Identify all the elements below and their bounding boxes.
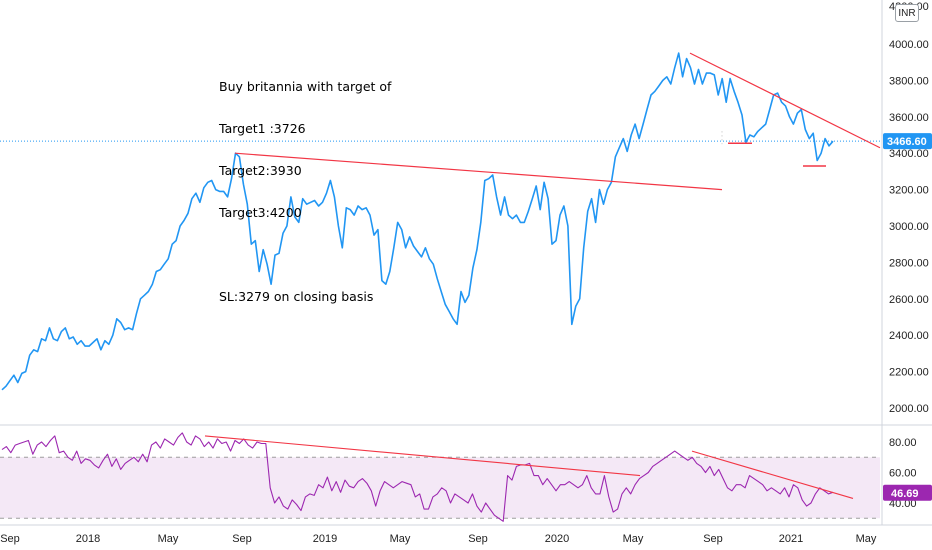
- time-axis[interactable]: Sep 2018 May Sep 2019 May Sep 2020 May Sep 2021 May: [0, 524, 932, 545]
- annotation-line: SL:3279 on closing basis: [219, 289, 374, 304]
- time-tick-label: Sep: [703, 533, 723, 545]
- price-tick-label: 2200.00: [889, 367, 929, 379]
- trendline-support: [234, 152, 723, 191]
- price-axis[interactable]: 2000.00 2200.00 2400.00 2600.00 2800.00 3000.…: [881, 0, 932, 525]
- time-tick-label: 2019: [313, 533, 337, 545]
- price-tick-label: 2600.00: [889, 294, 929, 306]
- rsi-line: [1, 432, 834, 522]
- annotation-line: Target3:4200: [219, 205, 302, 220]
- rsi-trendline: [204, 435, 641, 477]
- last-price-label: 3466.60: [887, 136, 927, 148]
- price-line: [1, 52, 834, 391]
- price-tick-label: 2400.00: [889, 330, 929, 342]
- rsi-value-badge: [883, 484, 932, 501]
- time-tick-label: May: [623, 533, 644, 545]
- price-tick-label: 2800.00: [889, 257, 929, 269]
- price-tick-label: 3800.00: [889, 75, 929, 87]
- time-tick-label: Sep: [0, 533, 20, 545]
- price-tick-label: 3600.00: [889, 112, 929, 124]
- annotation-line: Target1 :3726: [219, 121, 306, 136]
- annotation-line: [219, 248, 391, 262]
- time-tick-label: Sep: [468, 533, 488, 545]
- price-pane: [0, 52, 932, 426]
- time-tick-label: May: [158, 533, 179, 545]
- price-tick-label: 3000.00: [889, 221, 929, 233]
- rsi-tick-label: 80.00: [889, 437, 917, 449]
- time-tick-label: 2021: [779, 533, 803, 545]
- time-tick-label: 2018: [76, 533, 100, 545]
- trendline-resistance: [689, 52, 881, 149]
- currency-badge[interactable]: INR: [895, 4, 919, 22]
- last-price-badge: [883, 133, 932, 150]
- time-tick-label: Sep: [232, 533, 252, 545]
- rsi-trendline: [691, 450, 854, 499]
- time-tick-label: May: [856, 533, 877, 545]
- price-tick-label: 4000.00: [889, 39, 929, 51]
- trade-annotation: Buy britannia with target of Target1 :37…: [219, 52, 391, 318]
- price-tick-label: 3400.00: [889, 148, 929, 160]
- price-tick-label: 2000.00: [889, 403, 929, 415]
- annotation-line: Target2:3930: [219, 163, 302, 178]
- annotation-line: Buy britannia with target of: [219, 79, 392, 94]
- rsi-band: [0, 457, 880, 519]
- rsi-tick-label: 40.00: [889, 498, 917, 510]
- time-tick-label: 2020: [545, 533, 569, 545]
- rsi-value-label: 46.69: [891, 488, 919, 500]
- rsi-pane: [0, 432, 880, 522]
- time-tick-label: May: [390, 533, 411, 545]
- rsi-tick-label: 60.00: [889, 468, 917, 480]
- price-tick-label: 3200.00: [889, 185, 929, 197]
